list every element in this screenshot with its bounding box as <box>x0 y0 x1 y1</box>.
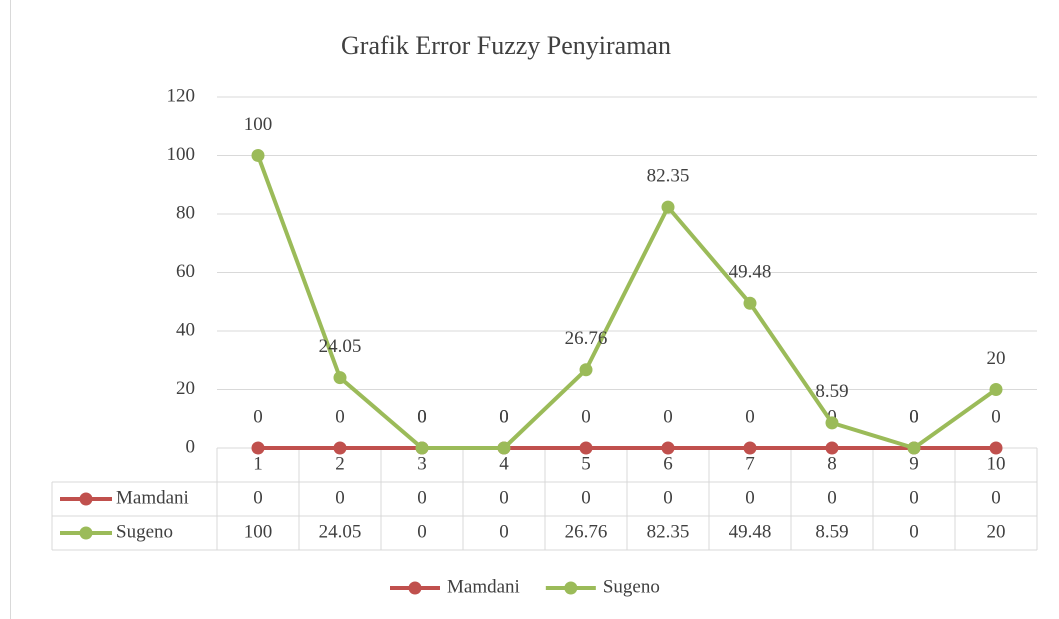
x-tick-label: 9 <box>909 453 919 474</box>
point-marker <box>251 149 265 162</box>
table-cell: 0 <box>417 487 427 508</box>
table-cell: 0 <box>991 487 1001 508</box>
table-cell: 20 <box>987 521 1006 542</box>
table-cell: 0 <box>417 521 427 542</box>
x-tick-label: 6 <box>663 453 673 474</box>
table-cell: 0 <box>581 487 591 508</box>
point-marker <box>743 441 757 455</box>
data-label: 0 <box>909 406 919 427</box>
y-tick-label: 100 <box>167 144 196 165</box>
legend-key <box>564 581 578 595</box>
table-cell: 0 <box>827 487 837 508</box>
table-cell: 8.59 <box>815 521 848 542</box>
data-label: 100 <box>244 114 273 135</box>
data-label: 0 <box>335 406 345 427</box>
data-label: 0 <box>253 406 263 427</box>
table-cell: 0 <box>909 487 919 508</box>
legend-label: Mamdani <box>447 576 520 597</box>
data-label: 0 <box>499 406 509 427</box>
point-marker <box>333 441 347 455</box>
table-cell: 0 <box>499 487 509 508</box>
y-tick-label: 40 <box>176 319 195 340</box>
y-tick-label: 60 <box>176 261 195 282</box>
point-marker <box>415 441 429 455</box>
point-marker <box>825 441 839 455</box>
table-cell: 0 <box>335 487 345 508</box>
data-label: 0 <box>581 406 591 427</box>
x-tick-label: 10 <box>987 453 1006 474</box>
table-cell: 0 <box>663 487 673 508</box>
point-marker <box>497 441 511 455</box>
data-label: 0 <box>745 406 755 427</box>
data-label: 0 <box>991 406 1001 427</box>
point-marker <box>907 441 921 455</box>
table-row-label: Sugeno <box>116 521 173 542</box>
y-tick-label: 0 <box>186 436 196 457</box>
data-label: 49.48 <box>729 262 772 283</box>
data-label: 82.35 <box>647 165 690 186</box>
table-cell: 100 <box>244 521 273 542</box>
point-marker <box>989 441 1003 455</box>
y-tick-label: 120 <box>167 85 196 106</box>
data-label: 0 <box>417 406 427 427</box>
table-legend-key <box>79 526 93 540</box>
x-tick-label: 2 <box>335 453 345 474</box>
x-tick-label: 8 <box>827 453 837 474</box>
table-cell: 0 <box>499 521 509 542</box>
table-cell: 0 <box>909 521 919 542</box>
point-marker <box>989 383 1003 396</box>
data-label: 8.59 <box>815 381 848 402</box>
table-cell: 26.76 <box>565 521 608 542</box>
table-cell: 24.05 <box>319 521 362 542</box>
series-line <box>256 154 998 450</box>
point-marker <box>743 296 757 310</box>
x-tick-label: 4 <box>499 453 509 474</box>
point-marker <box>661 441 675 455</box>
legend-key <box>408 581 422 595</box>
table-row-label: Mamdani <box>116 487 189 508</box>
table-cell: 82.35 <box>647 521 690 542</box>
point-marker <box>579 441 593 455</box>
data-label: 0 <box>417 406 427 427</box>
table-cell: 0 <box>253 487 263 508</box>
data-label: 20 <box>987 348 1006 369</box>
point-marker <box>333 371 347 385</box>
x-tick-label: 7 <box>745 453 755 474</box>
data-label: 0 <box>909 406 919 427</box>
y-tick-label: 80 <box>176 202 195 223</box>
table-cell: 49.48 <box>729 521 772 542</box>
data-label: 24.05 <box>319 336 362 357</box>
point-marker <box>661 200 675 214</box>
legend-label: Sugeno <box>603 576 660 597</box>
point-marker <box>579 363 593 377</box>
data-label: 0 <box>663 406 673 427</box>
data-label: 26.76 <box>565 328 608 349</box>
x-tick-label: 5 <box>581 453 591 474</box>
point-marker <box>825 416 839 430</box>
y-tick-label: 20 <box>176 378 195 399</box>
point-marker <box>251 441 265 455</box>
table-legend-key <box>79 492 93 506</box>
x-tick-label: 1 <box>253 453 263 474</box>
chart-title: Grafik Error Fuzzy Penyiraman <box>341 31 671 60</box>
x-tick-label: 3 <box>417 453 427 474</box>
data-label: 0 <box>499 406 509 427</box>
table-cell: 0 <box>745 487 755 508</box>
